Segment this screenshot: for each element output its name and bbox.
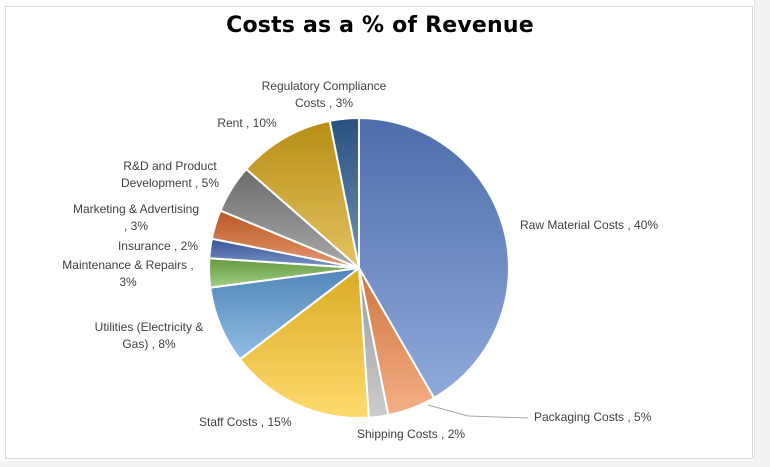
data-label-line: Rent , 10% — [217, 116, 277, 130]
data-label-7: Insurance , 2% — [118, 239, 198, 253]
data-label-line: Marketing & Advertising — [73, 202, 199, 216]
data-label-line: Utilities (Electricity & — [95, 320, 204, 334]
chart-title: Costs as a % of Revenue — [226, 13, 534, 38]
data-label-line: Raw Material Costs , 40% — [520, 218, 658, 232]
data-label-line: 3% — [119, 275, 137, 289]
data-label-line: Regulatory Compliance — [262, 79, 387, 93]
data-label-line: Maintenance & Repairs , — [62, 258, 193, 272]
data-label-line: R&D and Product — [123, 159, 217, 173]
data-label-1: Raw Material Costs , 40% — [520, 218, 658, 232]
pie-slice-1 — [358, 117, 510, 399]
data-label-9: R&D and Product Development , 5% — [121, 159, 219, 190]
data-label-4: Staff Costs , 15% — [199, 415, 292, 429]
data-label-line: Packaging Costs , 5% — [534, 410, 652, 424]
pie-slice-11 — [328, 117, 360, 269]
data-label-6: Maintenance & Repairs , 3% — [62, 258, 193, 289]
data-label-line: , 3% — [124, 219, 148, 233]
sheet-scroll-gutter — [754, 0, 770, 467]
data-label-line: Costs , 3% — [295, 96, 353, 110]
pie-slice-10 — [245, 119, 360, 269]
data-label-line: Gas) , 8% — [122, 337, 176, 351]
data-label-5: Utilities (Electricity & Gas) , 8% — [95, 320, 204, 351]
sheet-background — [0, 461, 770, 467]
packaging-leader-line — [427, 404, 529, 419]
data-label-line: Development , 5% — [121, 176, 219, 190]
data-label-line: Insurance , 2% — [118, 239, 198, 253]
pie-slice-4 — [239, 267, 370, 420]
data-label-3: Shipping Costs , 2% — [357, 427, 465, 441]
data-label-10: Rent , 10% — [217, 116, 277, 130]
data-label-line: Staff Costs , 15% — [199, 415, 292, 429]
data-label-2: Packaging Costs , 5% — [534, 410, 652, 424]
data-label-8: Marketing & Advertising , 3% — [73, 202, 199, 233]
data-label-line: Shipping Costs , 2% — [357, 427, 465, 441]
data-label-11: Regulatory Compliance Costs , 3% — [262, 79, 387, 110]
